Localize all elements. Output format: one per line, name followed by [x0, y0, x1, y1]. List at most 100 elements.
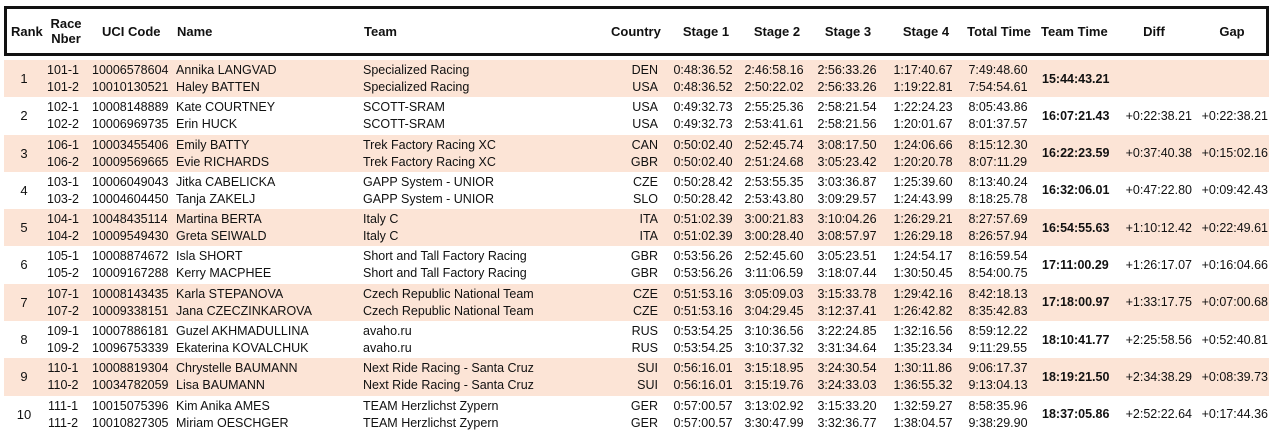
- country-code: RUS: [631, 341, 658, 356]
- header-diff: Diff: [1143, 23, 1165, 39]
- header-race-nber-line2: Nber: [51, 31, 81, 46]
- stage4-time: 1:29:42.16: [893, 286, 953, 301]
- stage1-time: 0:49:32.73: [673, 117, 733, 132]
- table-header: Rank Race Nber UCI Code Name Team Countr…: [4, 6, 1269, 56]
- rider-row: 107-1 10008143435 Karla STEPANOVA Czech Rep…: [4, 286, 1269, 303]
- country-code: ITA: [639, 229, 658, 244]
- result-group: 3 106-1 10003455406 Emily BATTY Trek Factory…: [4, 134, 1269, 172]
- uci-code: 10009338151: [92, 303, 169, 318]
- stage4-time: 1:38:04.57: [893, 415, 953, 430]
- rank-cell: 5: [20, 220, 28, 236]
- total-time: 9:38:29.90: [968, 415, 1028, 430]
- rider-name: Isla SHORT: [176, 249, 243, 264]
- diff-cell: [1116, 60, 1192, 97]
- uci-code: 10096753339: [92, 341, 169, 356]
- stage2-time: 3:11:06.59: [744, 266, 804, 281]
- gap-cell: +0:17:44.36: [1201, 407, 1268, 422]
- country-code: RUS: [631, 324, 658, 339]
- stage3-time: 3:08:57.97: [817, 229, 877, 244]
- race-number: 109-1: [47, 324, 79, 339]
- total-time: 8:15:12.30: [968, 137, 1028, 152]
- result-group: 9 110-1 10008819304 Chrystelle BAUMANN Next …: [4, 358, 1269, 396]
- race-number: 111-1: [47, 398, 79, 413]
- diff-cell: +1:10:12.42: [1125, 220, 1192, 235]
- country-code: ITA: [639, 212, 658, 227]
- stage1-time: 0:56:16.01: [673, 361, 733, 376]
- diff-cell: +2:34:38.29: [1125, 369, 1192, 384]
- rank-cell: 8: [20, 332, 28, 348]
- rider-row: 111-1 10015075396 Kim Anika AMES TEAM Herzl…: [4, 398, 1269, 415]
- stage4-time: 1:20:20.78: [893, 154, 953, 169]
- race-number: 105-1: [47, 249, 79, 264]
- diff-cell: +0:37:40.38: [1125, 146, 1192, 161]
- stage3-time: 3:15:33.20: [817, 398, 877, 413]
- team-name: GAPP System - UNIOR: [363, 191, 495, 206]
- race-number: 106-2: [47, 154, 79, 169]
- race-number: 107-1: [47, 286, 79, 301]
- stage1-time: 0:50:28.42: [673, 174, 733, 189]
- result-group: 10 111-1 10015075396 Kim Anika AMES TEAM Her…: [4, 396, 1269, 433]
- stage1-time: 0:53:56.26: [673, 249, 733, 264]
- stage4-time: 1:20:01.67: [893, 117, 953, 132]
- race-number: 107-2: [47, 303, 79, 318]
- country-code: GER: [630, 415, 658, 430]
- stage1-time: 0:49:32.73: [673, 100, 733, 115]
- uci-code: 10010130521: [92, 80, 169, 94]
- race-number: 111-2: [47, 415, 79, 430]
- stage2-time: 2:52:45.74: [744, 137, 804, 152]
- team-name: avaho.ru: [363, 341, 412, 356]
- stage3-time: 3:05:23.42: [817, 154, 877, 169]
- header-stage2: Stage 2: [753, 23, 801, 39]
- team-name: Next Ride Racing - Santa Cruz: [363, 361, 534, 376]
- race-number: 106-1: [47, 137, 79, 152]
- gap-cell: +0:15:02.16: [1201, 146, 1268, 161]
- gap-cell: +0:08:39.73: [1201, 369, 1268, 384]
- stage1-time: 0:51:02.39: [673, 229, 733, 244]
- stage4-time: 1:30:50.45: [893, 266, 953, 281]
- total-time: 8:42:18.13: [968, 286, 1028, 301]
- stage1-time: 0:53:54.25: [673, 341, 733, 356]
- rider-name: Chrystelle BAUMANN: [176, 361, 298, 376]
- stage3-time: 3:31:34.64: [817, 341, 877, 356]
- rider-name: Tanja ZAKELJ: [176, 191, 256, 206]
- stage3-time: 3:32:36.77: [817, 415, 877, 430]
- stage3-time: 3:15:33.78: [817, 286, 877, 301]
- team-name: Trek Factory Racing XC: [363, 154, 496, 169]
- header-gap: Gap: [1219, 23, 1245, 39]
- total-time: 8:26:57.94: [968, 229, 1028, 244]
- stage2-time: 2:50:22.02: [744, 80, 804, 94]
- rider-row: 110-2 10034782059 Lisa BAUMANN Next Ride Ra…: [4, 377, 1269, 394]
- header-stage3: Stage 3: [824, 23, 872, 39]
- team-time-cell: 18:37:05.86: [1042, 407, 1110, 422]
- header-team-time: Team Time: [1041, 23, 1108, 39]
- race-number: 103-2: [47, 191, 79, 206]
- stage1-time: 0:57:00.57: [673, 398, 733, 413]
- team-name: Specialized Racing: [363, 80, 470, 94]
- uci-code: 10010827305: [92, 415, 169, 430]
- stage2-time: 2:51:24.68: [744, 154, 804, 169]
- stage1-time: 0:53:56.26: [673, 266, 733, 281]
- gap-cell: +0:16:04.66: [1201, 257, 1268, 272]
- country-code: CZE: [633, 286, 658, 301]
- rider-name: Guzel AKHMADULLINA: [176, 324, 309, 339]
- diff-cell: +2:25:58.56: [1125, 332, 1192, 347]
- stage4-time: 1:36:55.32: [893, 378, 953, 393]
- country-code: SUI: [637, 361, 658, 376]
- team-name: Italy C: [363, 229, 399, 244]
- rider-name: Martina BERTA: [176, 212, 262, 227]
- gap-cell: [1194, 60, 1268, 97]
- stage4-time: 1:24:06.66: [893, 137, 953, 152]
- stage4-time: 1:32:16.56: [893, 324, 953, 339]
- country-code: SLO: [632, 191, 658, 206]
- stage2-time: 3:13:02.92: [744, 398, 804, 413]
- team-name: avaho.ru: [363, 324, 412, 339]
- stage2-time: 2:53:55.35: [744, 174, 804, 189]
- uci-code: 10006969735: [92, 117, 169, 132]
- gap-cell: +0:22:49.61: [1201, 220, 1268, 235]
- uci-code: 10009569665: [92, 154, 169, 169]
- rank-cell: 3: [20, 145, 28, 161]
- stage1-time: 0:51:02.39: [673, 212, 733, 227]
- team-time-cell: 16:32:06.01: [1042, 183, 1110, 198]
- stage3-time: 3:08:17.50: [817, 137, 877, 152]
- stage3-time: 3:09:29.57: [817, 191, 877, 206]
